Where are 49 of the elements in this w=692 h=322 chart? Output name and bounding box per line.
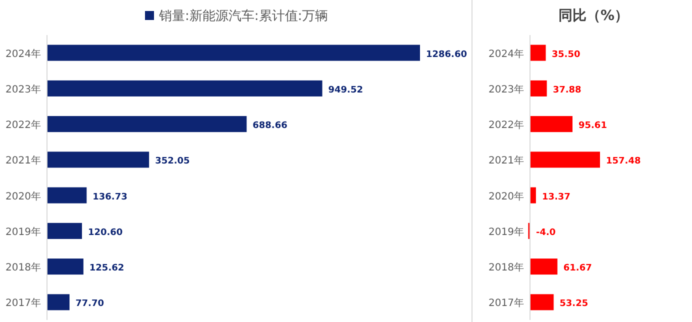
data-label: 352.05 bbox=[155, 156, 190, 167]
data-label: 120.60 bbox=[88, 228, 123, 238]
y-tick-label: 2022年 bbox=[488, 119, 524, 132]
y-tick-label: 2024年 bbox=[488, 48, 524, 60]
bar bbox=[47, 294, 70, 310]
y-tick-label: 2018年 bbox=[488, 262, 524, 274]
y-tick-label: 2024年 bbox=[6, 48, 41, 60]
y-tick-label: 2019年 bbox=[488, 226, 524, 238]
data-label: 136.73 bbox=[92, 192, 128, 202]
y-tick-label: 2023年 bbox=[6, 83, 41, 96]
data-label: 13.37 bbox=[542, 192, 570, 202]
y-tick-label: 2023年 bbox=[488, 83, 524, 96]
data-label: 35.50 bbox=[552, 50, 580, 60]
data-label: 37.88 bbox=[552, 85, 582, 96]
chart-title: 同比（%） bbox=[558, 8, 629, 24]
data-label: 1286.60 bbox=[426, 50, 467, 60]
bar bbox=[530, 116, 572, 132]
bar bbox=[530, 294, 554, 310]
data-label: 53.25 bbox=[560, 299, 588, 310]
bar bbox=[47, 187, 87, 204]
y-tick-label: 2021年 bbox=[488, 154, 524, 167]
bar bbox=[530, 258, 558, 275]
data-label: 125.62 bbox=[89, 264, 124, 274]
y-tick-label: 2021年 bbox=[6, 154, 41, 167]
data-label: 95.61 bbox=[578, 121, 607, 132]
data-label: 688.66 bbox=[252, 121, 288, 132]
data-label: 949.52 bbox=[328, 85, 364, 96]
y-tick-label: 2022年 bbox=[6, 119, 41, 132]
data-label: -4.0 bbox=[536, 228, 556, 238]
bar bbox=[47, 152, 150, 168]
bar bbox=[530, 44, 546, 61]
bar bbox=[47, 44, 420, 61]
legend-label: 销量:新能源汽车:累计值:万辆 bbox=[158, 9, 328, 24]
y-tick-label: 2017年 bbox=[488, 297, 524, 310]
bar bbox=[530, 80, 547, 96]
bar bbox=[47, 80, 322, 96]
y-tick-label: 2019年 bbox=[6, 226, 41, 238]
bar bbox=[530, 152, 600, 168]
data-label: 157.48 bbox=[606, 156, 641, 167]
bar bbox=[47, 222, 82, 239]
bar bbox=[530, 187, 536, 204]
bar bbox=[47, 116, 247, 132]
y-tick-label: 2020年 bbox=[488, 190, 524, 202]
data-label: 61.67 bbox=[563, 264, 592, 274]
y-tick-label: 2017年 bbox=[6, 297, 41, 310]
y-tick-label: 2020年 bbox=[6, 190, 41, 202]
data-label: 77.70 bbox=[76, 299, 104, 310]
bar bbox=[47, 258, 84, 275]
y-tick-label: 2018年 bbox=[6, 262, 41, 274]
